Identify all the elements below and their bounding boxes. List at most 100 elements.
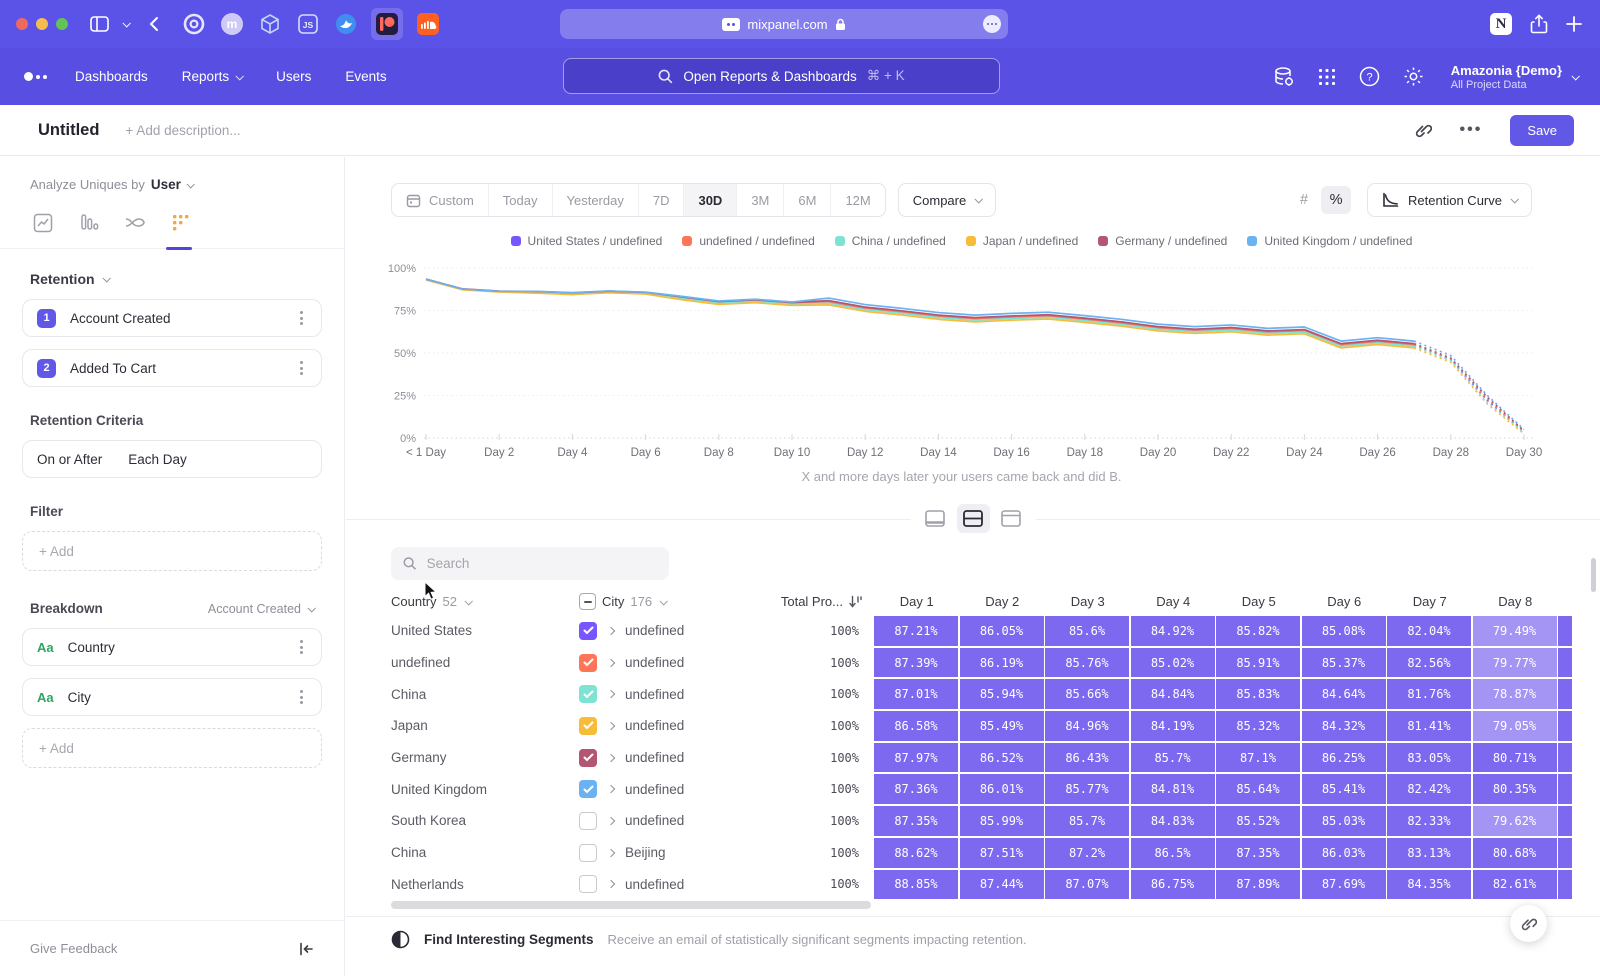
retention-cell[interactable]: 82.04% xyxy=(1387,616,1471,646)
day-header-day-1[interactable]: Day 1 xyxy=(899,594,934,609)
maximize-window-button[interactable] xyxy=(56,18,68,30)
help-icon[interactable]: ? xyxy=(1359,66,1380,87)
absolute-numbers-toggle[interactable]: # xyxy=(1300,192,1309,208)
save-button[interactable]: Save xyxy=(1510,114,1574,146)
legend-item-united-states-undefined[interactable]: United States / undefined xyxy=(510,234,662,248)
criteria-condition[interactable]: On or After xyxy=(37,451,103,467)
retention-cell[interactable]: 86.19% xyxy=(959,647,1044,678)
breakdown-city[interactable]: Aa City xyxy=(22,678,322,716)
total-column-header[interactable]: Total Pro... xyxy=(776,594,874,609)
apps-grid-icon[interactable] xyxy=(1318,68,1336,86)
range-yesterday[interactable]: Yesterday xyxy=(553,184,639,216)
more-options-icon[interactable]: ••• xyxy=(1459,121,1483,138)
notion-extension-icon[interactable]: N xyxy=(1490,13,1512,35)
day-header-day-7[interactable]: Day 7 xyxy=(1412,594,1447,609)
retention-cell[interactable]: 88.85% xyxy=(874,869,958,900)
retention-cell[interactable]: 85.7% xyxy=(1045,806,1129,836)
project-selector[interactable]: Amazonia {Demo} All Project Data xyxy=(1447,63,1580,91)
day-header-day-6[interactable]: Day 6 xyxy=(1327,594,1362,609)
retention-cell[interactable]: 86.03% xyxy=(1301,837,1386,868)
add-filter-button[interactable]: + Add xyxy=(22,531,322,571)
row-checkbox[interactable] xyxy=(579,685,597,704)
row-checkbox[interactable] xyxy=(579,875,597,894)
retention-step-added-to-cart[interactable]: 2 Added To Cart xyxy=(22,349,322,387)
retention-cell[interactable]: 85.83% xyxy=(1216,679,1300,710)
retention-cell[interactable]: 87.69% xyxy=(1301,869,1386,900)
compare-button[interactable]: Compare xyxy=(897,183,997,217)
sidebar-toggle-icon[interactable] xyxy=(90,16,109,32)
retention-cell[interactable]: 85.02% xyxy=(1130,647,1215,678)
expand-row-icon[interactable] xyxy=(606,753,616,762)
table-search-input[interactable] xyxy=(426,556,657,571)
settings-gear-icon[interactable] xyxy=(1403,66,1424,87)
row-checkbox[interactable] xyxy=(579,716,597,735)
patreon-favicon[interactable] xyxy=(371,8,403,40)
chart-type-dropdown[interactable]: Retention Curve xyxy=(1367,183,1532,217)
retention-cell[interactable]: 78.87% xyxy=(1472,679,1557,710)
row-checkbox[interactable] xyxy=(579,653,597,672)
retention-cell[interactable]: 87.01% xyxy=(874,679,958,710)
collapse-sidebar-icon[interactable] xyxy=(299,942,314,956)
percentage-toggle[interactable]: % xyxy=(1321,186,1352,214)
report-title[interactable]: Untitled xyxy=(38,120,100,139)
retention-cell[interactable]: 85.52% xyxy=(1216,806,1300,836)
retention-cell[interactable]: 82.56% xyxy=(1387,647,1471,678)
retention-cell[interactable]: 85.94% xyxy=(959,679,1044,710)
data-management-icon[interactable] xyxy=(1273,66,1295,88)
retention-cell[interactable]: 79.49% xyxy=(1472,616,1557,646)
day-header-day-3[interactable]: Day 3 xyxy=(1070,594,1105,609)
vertical-scrollbar[interactable] xyxy=(1591,558,1596,592)
retention-cell[interactable]: 87.1% xyxy=(1216,742,1300,773)
series-line-united-kingdom-undefined[interactable] xyxy=(425,278,1415,342)
retention-cell[interactable]: 84.35% xyxy=(1387,869,1471,900)
retention-cell-partial[interactable] xyxy=(1558,806,1572,836)
expand-row-icon[interactable] xyxy=(606,658,616,667)
expand-row-icon[interactable] xyxy=(606,626,616,636)
retention-cell[interactable]: 86.01% xyxy=(959,774,1044,805)
kebab-menu-icon[interactable] xyxy=(296,307,307,329)
retention-cell-partial[interactable] xyxy=(1558,837,1572,868)
copy-link-icon[interactable] xyxy=(1414,121,1432,139)
new-tab-icon[interactable] xyxy=(1566,16,1582,32)
expand-row-icon[interactable] xyxy=(606,880,616,889)
retention-cell[interactable]: 85.91% xyxy=(1216,647,1300,678)
retention-cell[interactable]: 85.7% xyxy=(1130,742,1215,773)
retention-cell-partial[interactable] xyxy=(1558,869,1572,900)
close-window-button[interactable] xyxy=(16,18,28,30)
nav-item-events[interactable]: Events xyxy=(345,69,386,84)
retention-cell[interactable]: 87.97% xyxy=(874,742,958,773)
series-line-dashed-germany-undefined[interactable] xyxy=(1413,342,1525,432)
retention-cell-partial[interactable] xyxy=(1558,742,1572,773)
retention-cell[interactable]: 87.51% xyxy=(959,837,1044,868)
retention-cell[interactable]: 85.37% xyxy=(1301,647,1386,678)
retention-cell[interactable]: 82.42% xyxy=(1387,774,1471,805)
series-line-japan-undefined[interactable] xyxy=(425,279,1415,349)
retention-cell[interactable]: 87.35% xyxy=(874,806,958,836)
retention-cell-partial[interactable] xyxy=(1558,679,1572,710)
retention-cell[interactable]: 87.35% xyxy=(1216,837,1300,868)
row-checkbox[interactable] xyxy=(579,621,597,640)
series-line-dashed-japan-undefined[interactable] xyxy=(1413,347,1525,435)
day-header-day-5[interactable]: Day 5 xyxy=(1241,594,1276,609)
retention-cell[interactable]: 87.39% xyxy=(874,647,958,678)
city-column-header[interactable]: City 176 xyxy=(579,593,776,610)
retention-cell[interactable]: 85.49% xyxy=(959,711,1044,741)
series-line-dashed-united-states-undefined[interactable] xyxy=(1413,344,1525,433)
row-checkbox[interactable] xyxy=(579,811,597,830)
retention-cell[interactable]: 85.64% xyxy=(1216,774,1300,805)
nav-item-dashboards[interactable]: Dashboards xyxy=(75,69,148,84)
legend-item-japan-undefined[interactable]: Japan / undefined xyxy=(965,234,1078,248)
range-custom[interactable]: Custom xyxy=(392,184,489,216)
retention-cell[interactable]: 87.07% xyxy=(1045,869,1129,900)
page-options-icon[interactable] xyxy=(983,15,1001,33)
legend-item-united-kingdom-undefined[interactable]: United Kingdom / undefined xyxy=(1247,234,1412,248)
cube-favicon[interactable] xyxy=(257,11,283,37)
kebab-menu-icon[interactable] xyxy=(296,357,307,379)
legend-item-germany-undefined[interactable]: Germany / undefined xyxy=(1098,234,1227,248)
expand-row-icon[interactable] xyxy=(606,785,616,794)
retention-cell[interactable]: 83.05% xyxy=(1387,742,1471,773)
select-all-checkbox[interactable] xyxy=(579,593,596,610)
retention-cell[interactable]: 84.64% xyxy=(1301,679,1386,710)
criteria-card[interactable]: On or After Each Day xyxy=(22,440,322,478)
criteria-interval[interactable]: Each Day xyxy=(128,451,187,467)
